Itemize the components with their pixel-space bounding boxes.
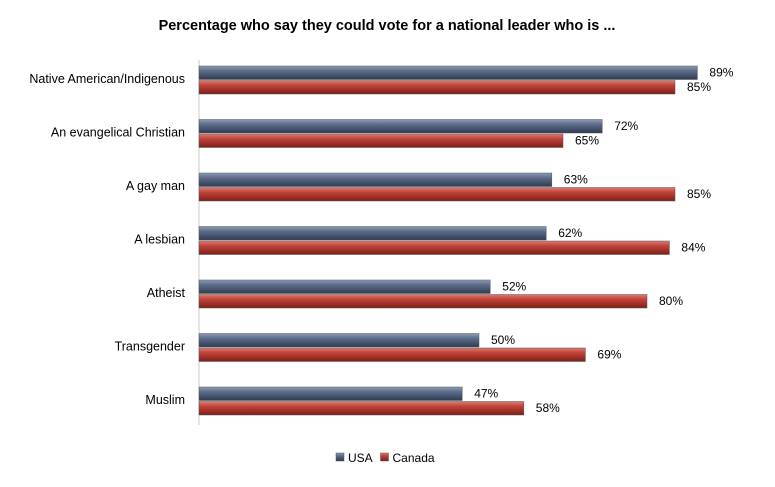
- bar-usa-transgender: [198, 333, 480, 348]
- bar-canada-transgender: [198, 347, 586, 362]
- data-label-usa-an-evangelical-christian: 72%: [614, 119, 638, 133]
- category-label-native-american-indigenous: Native American/Indigenous: [29, 72, 185, 86]
- data-label-canada-atheist: 80%: [659, 294, 683, 308]
- category-label-transgender: Transgender: [115, 340, 185, 354]
- data-label-canada-muslim: 58%: [536, 401, 560, 415]
- bar-usa-muslim: [198, 386, 463, 401]
- data-label-usa-transgender: 50%: [491, 333, 515, 347]
- bar-canada-muslim: [198, 401, 525, 416]
- data-label-usa-native-american-indigenous: 89%: [709, 66, 733, 80]
- bar-canada-native-american-indigenous: [198, 80, 676, 95]
- legend-swatch-usa: [335, 452, 345, 462]
- bar-usa-native-american-indigenous: [198, 65, 698, 80]
- legend-label-canada: Canada: [393, 451, 435, 465]
- category-label-a-gay-man: A gay man: [126, 179, 185, 193]
- bar-usa-a-lesbian: [198, 226, 547, 241]
- bar-canada-a-gay-man: [198, 187, 676, 202]
- data-label-canada-native-american-indigenous: 85%: [687, 80, 711, 94]
- data-label-canada-transgender: 69%: [597, 348, 621, 362]
- data-label-canada-a-gay-man: 85%: [687, 187, 711, 201]
- category-label-an-evangelical-christian: An evangelical Christian: [51, 126, 185, 140]
- legend-swatch-canada: [380, 452, 389, 462]
- legend: USA Canada: [335, 451, 435, 465]
- data-label-canada-a-lesbian: 84%: [681, 241, 705, 255]
- legend-label-usa: USA: [348, 451, 373, 465]
- bars-layer: Native American/Indigenous 89%85%An evang…: [29, 65, 734, 416]
- data-label-usa-a-lesbian: 62%: [558, 226, 582, 240]
- bar-usa-atheist: [198, 279, 491, 294]
- data-label-usa-muslim: 47%: [474, 387, 498, 401]
- bar-canada-an-evangelical-christian: [198, 133, 564, 148]
- category-label-atheist: Atheist: [147, 286, 186, 300]
- category-label-a-lesbian: A lesbian: [134, 233, 185, 247]
- bar-usa-an-evangelical-christian: [198, 119, 603, 134]
- bar-usa-a-gay-man: [198, 172, 553, 187]
- bar-canada-atheist: [198, 294, 648, 309]
- bar-canada-a-lesbian: [198, 240, 670, 255]
- data-label-usa-atheist: 52%: [502, 280, 526, 294]
- data-label-canada-an-evangelical-christian: 65%: [575, 134, 599, 148]
- category-label-muslim: Muslim: [145, 393, 185, 407]
- data-label-usa-a-gay-man: 63%: [564, 173, 588, 187]
- chart-title: Percentage who say they could vote for a…: [159, 18, 616, 34]
